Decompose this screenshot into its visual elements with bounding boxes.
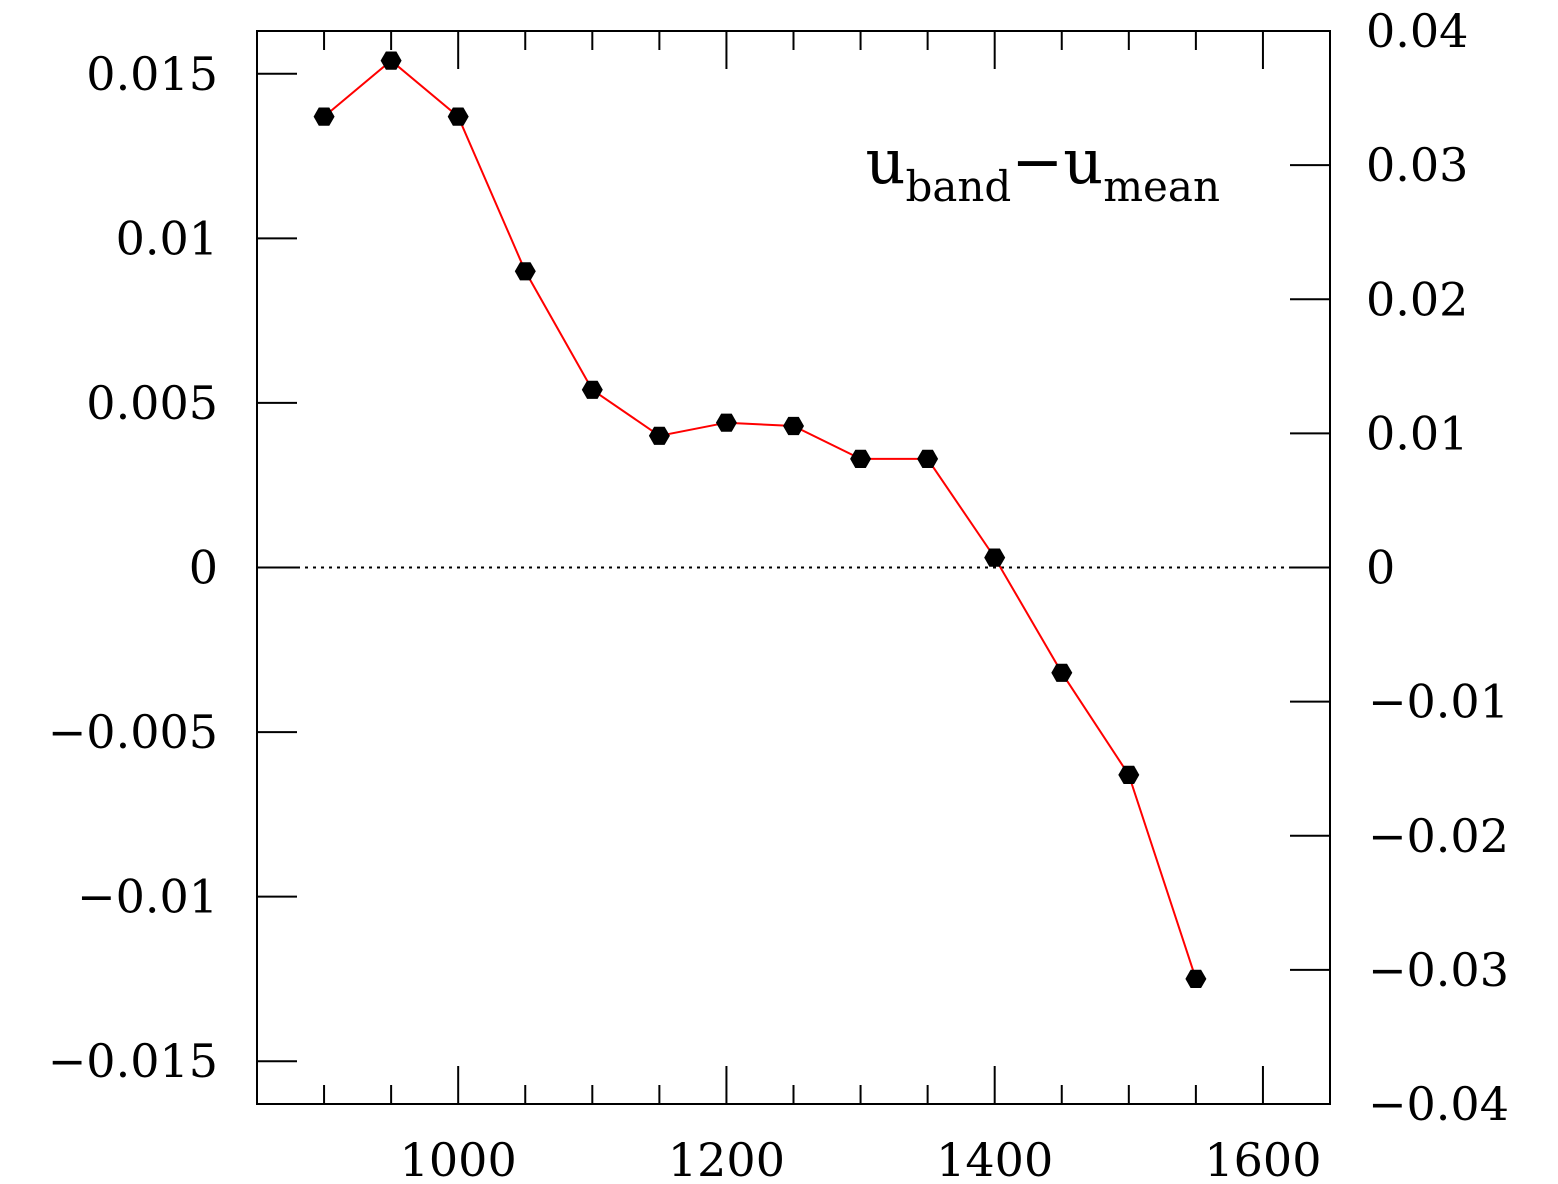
data-point (984, 548, 1006, 567)
y2-tick-label: 0 (1366, 541, 1395, 595)
y2-tick-label: 0.03 (1366, 138, 1468, 192)
annotation-base-2: u (1063, 125, 1103, 198)
data-point (1185, 969, 1207, 988)
data-point (850, 449, 872, 468)
y-tick-label: −0.015 (48, 1034, 218, 1088)
x-tick-label: 1400 (936, 1133, 1053, 1184)
data-point (514, 262, 536, 281)
data-point (715, 413, 737, 432)
y2-tick-labels: 0.04 0.03 0.02 0.01 0 −0.01 −0.02 −0.03 −0.04 (1366, 4, 1509, 1131)
y2-tick-label: −0.03 (1368, 943, 1509, 997)
series-line (323, 59, 1197, 980)
y-tick-label: 0 (189, 541, 218, 595)
y2-tick-label: −0.01 (1368, 675, 1509, 729)
data-point (380, 51, 402, 70)
y-tick-label: −0.01 (77, 870, 218, 924)
x-tick-labels: 1000 1200 1400 1600 (400, 1133, 1322, 1184)
data-point (447, 107, 469, 126)
data-point (917, 449, 939, 468)
y-tick-label: −0.005 (48, 705, 218, 759)
annotation-base-1: u (866, 125, 906, 198)
data-point (648, 426, 670, 445)
x-tick-label: 1200 (668, 1133, 785, 1184)
y2-tick-label: −0.04 (1368, 1077, 1509, 1131)
data-point (313, 107, 335, 126)
y-tick-labels: 0.015 0.01 0.005 0 −0.005 −0.01 −0.015 (48, 47, 218, 1088)
annotation-sub-1: band (905, 162, 1011, 211)
axis-ticks (257, 30, 1330, 1105)
x-tick-label: 1000 (400, 1133, 517, 1184)
y2-tick-label: 0.02 (1366, 272, 1468, 326)
annotation-sub-2: mean (1103, 162, 1220, 211)
annotation-label: uband−umean (866, 125, 1220, 211)
data-points (313, 51, 1207, 988)
y-tick-label: 0.015 (86, 47, 218, 101)
data-point (1118, 765, 1140, 784)
y2-tick-label: 0.04 (1366, 4, 1468, 58)
data-point (783, 416, 804, 436)
annotation-minus: − (1011, 125, 1063, 198)
data-point (581, 380, 603, 399)
y2-tick-label: −0.02 (1368, 809, 1509, 863)
y2-tick-label: 0.01 (1366, 406, 1468, 460)
y-tick-label: 0.005 (86, 376, 218, 430)
y-tick-label: 0.01 (116, 211, 218, 265)
data-point (1051, 663, 1073, 682)
x-tick-label: 1600 (1204, 1133, 1321, 1184)
